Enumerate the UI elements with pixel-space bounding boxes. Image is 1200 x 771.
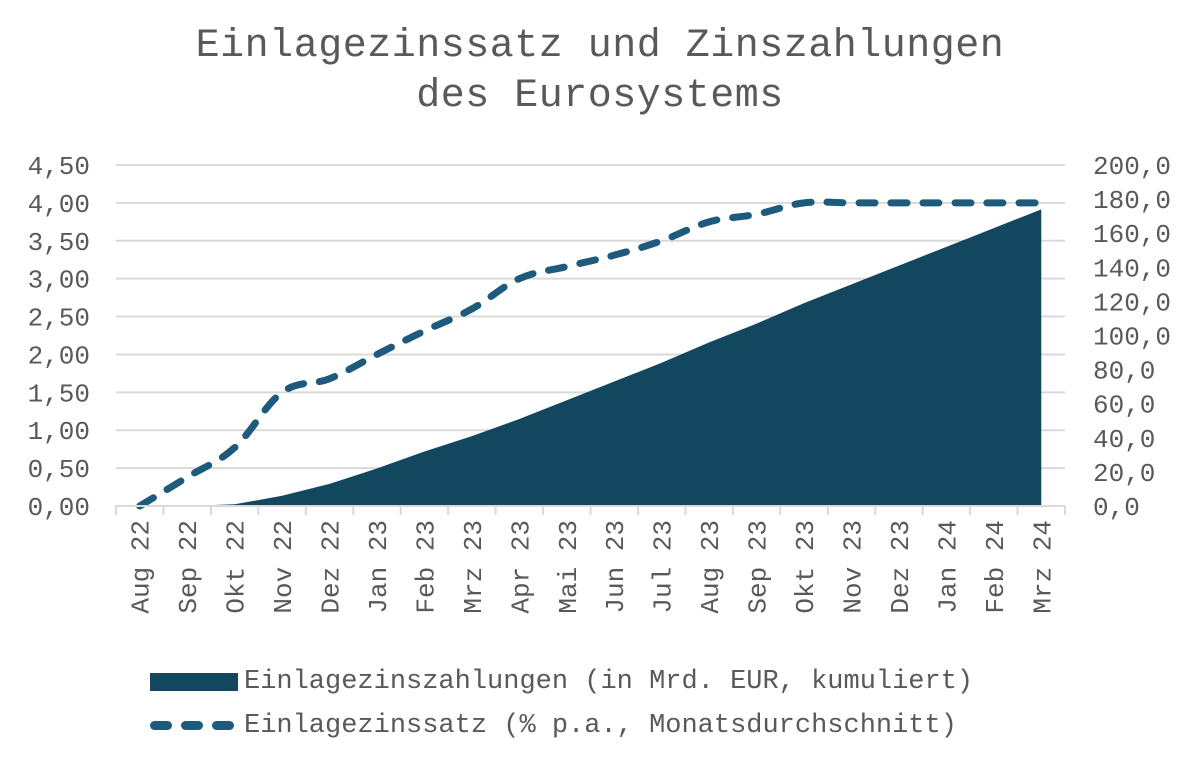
y-left-tick-label: 0,50 — [28, 455, 90, 485]
y-right-tick-label: 120,0 — [1093, 288, 1171, 318]
legend-area-swatch-icon — [150, 673, 238, 691]
x-tick-label: Okt 23 — [791, 520, 821, 614]
y-right-tick-label: 180,0 — [1093, 186, 1171, 216]
y-right-tick-label: 100,0 — [1093, 323, 1171, 353]
x-tick-label: Nov 23 — [838, 520, 868, 614]
x-tick-label: Sep 23 — [744, 520, 774, 614]
y-right-tick-label: 80,0 — [1093, 357, 1155, 387]
x-tick-label: Nov 22 — [269, 520, 299, 614]
x-tick-label: Dez 22 — [317, 520, 347, 614]
y-left-tick-label: 2,50 — [28, 304, 90, 334]
x-tick-label: Mai 23 — [554, 520, 584, 614]
y-left-tick-label: 3,50 — [28, 228, 90, 258]
y-right-tick-label: 60,0 — [1093, 391, 1155, 421]
y-left-tick-label: 3,00 — [28, 266, 90, 296]
chart-title: Einlagezinssatz und Zinszahlungen des Eu… — [0, 22, 1200, 122]
y-right-tick-label: 20,0 — [1093, 459, 1155, 489]
x-tick-label: Apr 23 — [506, 520, 536, 614]
y-left-tick-label: 4,50 — [28, 152, 90, 182]
y-axis-left: 0,00 0,50 1,00 1,50 2,00 2,50 3,00 3,50 4,00 4,50 — [28, 152, 90, 523]
chart-title-line-2: des Eurosystems — [416, 74, 784, 119]
x-tick-label: Jan 23 — [364, 520, 394, 614]
y-left-tick-label: 4,00 — [28, 190, 90, 220]
line-series-einlagezinssatz — [136, 198, 1045, 510]
legend-line-label: Einlagezinssatz (% p.a., Monatsdurchschn… — [244, 711, 957, 741]
y-right-tick-label: 200,0 — [1093, 152, 1171, 182]
x-tick-label: Mrz 24 — [1028, 520, 1058, 614]
chart-title-line-1: Einlagezinssatz und Zinszahlungen — [195, 24, 1005, 69]
x-tick-label: Dez 23 — [886, 520, 916, 614]
x-tick-label: Aug 22 — [127, 520, 157, 614]
legend: Einlagezinszahlungen (in Mrd. EUR, kumul… — [150, 660, 973, 748]
x-tick-label: Jan 24 — [933, 520, 963, 614]
y-left-tick-label: 1,50 — [28, 379, 90, 409]
x-tick-label: Jul 23 — [649, 520, 679, 614]
x-tick-label: Feb 24 — [981, 520, 1011, 614]
x-tick-label: Okt 22 — [222, 520, 252, 614]
y-right-tick-label: 140,0 — [1093, 254, 1171, 284]
x-tick-label: Aug 23 — [696, 520, 726, 614]
dashed-rate-line — [136, 198, 1045, 510]
area-series-einlagezinszahlungen — [139, 209, 1042, 506]
y-right-tick-label: 40,0 — [1093, 425, 1155, 455]
area-fill — [139, 209, 1042, 506]
x-tick-label: Jun 23 — [601, 520, 631, 614]
x-tick-label: Sep 22 — [174, 520, 204, 614]
x-axis: Aug 22 Sep 22 Okt 22 Nov 22 Dez 22 Jan 23 Feb … — [115, 505, 1066, 614]
y-left-tick-label: 1,00 — [28, 417, 90, 447]
y-left-tick-label: 0,00 — [28, 493, 90, 523]
y-axis-right: 0,0 20,0 40,0 60,0 80,0 100,0 120,0 140,0 160,0 1… — [1093, 152, 1171, 523]
legend-area-label: Einlagezinszahlungen (in Mrd. EUR, kumul… — [244, 667, 974, 697]
x-tick-label: Mrz 23 — [459, 520, 489, 614]
legend-dashed-line-icon — [150, 721, 238, 731]
legend-item-area: Einlagezinszahlungen (in Mrd. EUR, kumul… — [150, 660, 973, 704]
y-right-tick-label: 0,0 — [1093, 493, 1140, 523]
x-tick-label: Feb 23 — [411, 520, 441, 614]
y-right-tick-label: 160,0 — [1093, 220, 1171, 250]
y-left-tick-label: 2,00 — [28, 341, 90, 371]
legend-item-line: Einlagezinssatz (% p.a., Monatsdurchschn… — [150, 704, 973, 748]
